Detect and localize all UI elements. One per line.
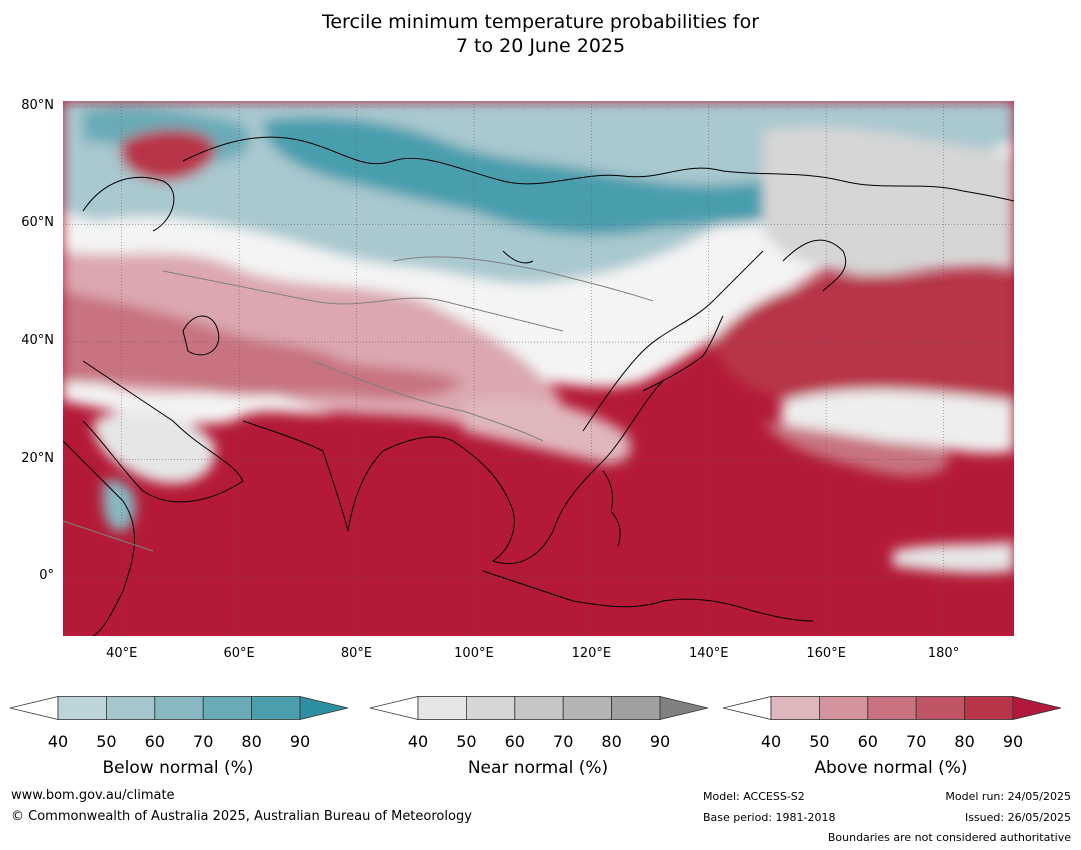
colorbar-tick-label: 80 <box>954 732 975 751</box>
colorbar-tick-label: 60 <box>144 732 165 751</box>
near-normal-east <box>763 126 1014 276</box>
colorbar-segment <box>202 696 252 720</box>
lon-label: 160°E <box>806 646 846 661</box>
colorbar-tick-label: 70 <box>906 732 927 751</box>
colorbar-segment <box>819 696 869 720</box>
colorbar-segment <box>770 696 820 720</box>
map-title: Tercile minimum temperature probabilitie… <box>0 10 1081 58</box>
title-line-1: Tercile minimum temperature probabilitie… <box>321 11 760 33</box>
colorbar-left-extend <box>370 696 419 720</box>
coast-se-asia <box>452 380 664 565</box>
colorbar-above-normal <box>723 696 1061 720</box>
coast-india <box>242 420 454 532</box>
below-normal-africa <box>103 480 136 532</box>
lon-label: 100°E <box>454 646 494 661</box>
colorbar-tick-label: 50 <box>96 732 117 751</box>
colorbar-right-extend <box>659 696 708 720</box>
footer-url: www.bom.gov.au/climate <box>11 788 175 803</box>
colorbar-near-normal <box>370 696 708 720</box>
colorbar-segment <box>106 696 156 720</box>
colorbar-segment <box>251 696 301 720</box>
colorbar-segment <box>611 696 661 720</box>
lon-label: 180° <box>927 646 960 661</box>
above-normal-arctic-west <box>120 129 215 181</box>
coast-arabia <box>82 360 244 503</box>
border-africa <box>63 520 154 552</box>
colorbar-tick-label: 90 <box>289 732 311 751</box>
above-normal-pacific <box>713 274 1014 410</box>
colorbar-tick-label: 60 <box>504 732 525 751</box>
colorbar-tick-label: 80 <box>241 732 262 751</box>
colorbar-segment <box>562 696 612 720</box>
coast-africa-east <box>63 440 136 636</box>
below-normal-core <box>263 117 811 235</box>
lat-label: 60°N <box>21 215 54 231</box>
border-central-asia <box>162 270 564 332</box>
border-china-south <box>312 360 544 442</box>
lon-label: 140°E <box>688 646 729 661</box>
probability-map <box>63 101 1014 636</box>
colorbar-tick-label: 70 <box>553 732 574 751</box>
colorbar-segment <box>57 696 107 720</box>
lon-label: 40°E <box>106 646 138 661</box>
lat-label: 0° <box>39 568 54 584</box>
coast-caspian <box>182 315 220 356</box>
footer-model-run: Model run: 24/05/2025 <box>945 790 1071 803</box>
near-normal-arabia <box>93 410 215 484</box>
colorbar-tick-label: 40 <box>47 732 69 751</box>
lat-label: 40°N <box>21 333 54 349</box>
title-line-2: 7 to 20 June 2025 <box>455 35 626 57</box>
colorbar-above-label: Above normal (%) <box>814 758 968 778</box>
footer-model: Model: ACCESS-S2 <box>703 790 805 803</box>
coast-indonesia <box>482 570 814 622</box>
lat-label: 80°N <box>21 97 54 113</box>
coast-japan <box>642 315 724 392</box>
colorbar-tick-label: 50 <box>809 732 830 751</box>
graticule <box>63 101 1014 636</box>
colorbar-segment <box>417 696 467 720</box>
colorbar-near-label: Near normal (%) <box>467 758 609 778</box>
colorbar-segment <box>915 696 965 720</box>
footer-boundaries: Boundaries are not considered authoritat… <box>827 831 1071 844</box>
coast-scandinavia <box>82 176 175 232</box>
coast-kamchatka <box>782 239 846 292</box>
footer-base-period: Base period: 1981-2018 <box>703 811 836 824</box>
lon-label: 80°E <box>340 646 373 661</box>
footer-issued: Issued: 26/05/2025 <box>964 811 1071 824</box>
footer-copyright: © Commonwealth of Australia 2025, Austra… <box>11 809 472 824</box>
colorbar-tick-label: 40 <box>407 732 429 751</box>
colorbar-tick-label: 50 <box>456 732 477 751</box>
colorbar-tick-label: 90 <box>649 732 671 751</box>
colorbar-tick-label: 80 <box>601 732 622 751</box>
colorbar-right-extend <box>1012 696 1061 720</box>
colorbar-segment <box>514 696 564 720</box>
above-normal-mid-west <box>63 291 463 399</box>
colorbar-right-extend <box>299 696 348 720</box>
coast-philippines <box>602 470 621 547</box>
near-normal-south-pacific <box>893 541 1014 574</box>
coast-china-east <box>582 250 764 432</box>
border-mongolia <box>392 256 654 302</box>
colorbar-below-label: Below normal (%) <box>102 758 254 778</box>
colorbar-below-normal <box>10 696 348 720</box>
colorbar-tick-label: 70 <box>193 732 214 751</box>
colorbar-tick-label: 60 <box>857 732 878 751</box>
lon-label: 120°E <box>571 646 612 661</box>
colorbar-tick-label: 90 <box>1002 732 1024 751</box>
colorbar-left-extend <box>10 696 59 720</box>
colorbar-segment <box>154 696 204 720</box>
lon-label: 60°E <box>223 646 255 661</box>
lat-label: 20°N <box>21 450 54 466</box>
colorbar-left-extend <box>723 696 772 720</box>
colorbar-segment <box>964 696 1014 720</box>
colorbar-segment <box>867 696 917 720</box>
colorbar-tick-label: 40 <box>760 732 782 751</box>
colorbar-segment <box>466 696 516 720</box>
coast-lake-baikal <box>502 250 534 264</box>
coast-eurasia-north <box>182 136 1014 202</box>
above-normal-pacific-light <box>763 421 949 476</box>
above-normal-china <box>463 397 632 464</box>
